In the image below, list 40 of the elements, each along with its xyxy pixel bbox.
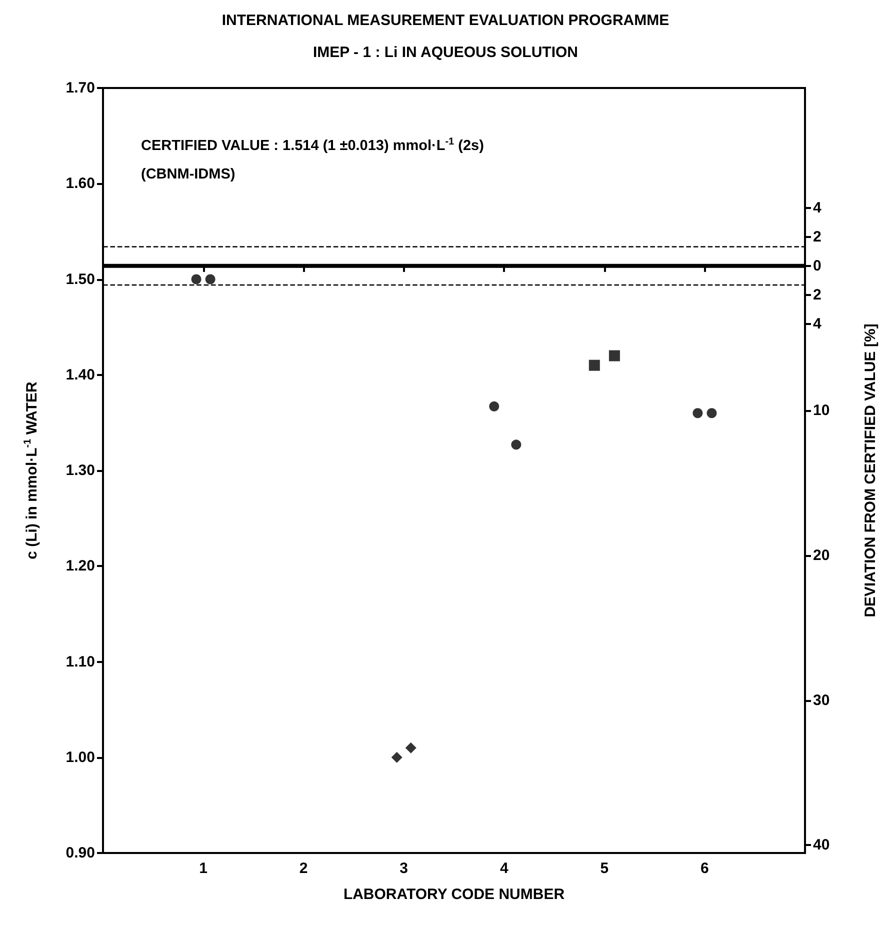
y2-tick-label: 0 — [813, 257, 822, 274]
y2-tick-label: 2 — [813, 228, 822, 246]
x-tick-label: 2 — [299, 860, 308, 877]
point — [489, 401, 500, 412]
x-tick-label: 6 — [700, 860, 709, 877]
annotation: (CBNM-IDMS) — [141, 166, 236, 182]
y2-tick-label: 40 — [813, 836, 830, 854]
y-tick-label: 1.40 — [66, 366, 95, 384]
y2-tick-label: 4 — [813, 200, 822, 217]
chart-subtitle: IMEP - 1 : Li IN AQUEOUS SOLUTION — [312, 44, 578, 61]
point — [511, 440, 522, 450]
x-tick-label: 1 — [199, 860, 208, 877]
y2-axis-title: DEVIATION FROM CERTIFIED VALUE [%] — [862, 324, 879, 618]
x-axis-title: LABORATORY CODE NUMBER — [343, 886, 565, 903]
y-tick-label: 1.30 — [66, 462, 95, 479]
point — [692, 408, 703, 418]
x-tick-label: 3 — [400, 860, 408, 877]
y-tick-label: 1.20 — [66, 558, 95, 575]
y2-tick-label: 2 — [813, 286, 822, 304]
y2-tick-label: 10 — [813, 402, 830, 420]
x-tick-label: 4 — [500, 860, 509, 877]
y-tick-label: 1.50 — [66, 270, 95, 288]
point — [405, 742, 416, 754]
y-tick-label: 1.00 — [66, 748, 95, 766]
y-axis-title: c (Li) in mmol·L-1 WATER — [22, 381, 40, 560]
y2-tick-label: 4 — [813, 315, 822, 332]
point — [608, 350, 620, 362]
point — [391, 752, 402, 763]
point — [205, 274, 216, 284]
y-tick-label: 1.60 — [66, 175, 95, 192]
y2-tick-label: 30 — [813, 692, 830, 709]
point — [588, 360, 600, 371]
y2-tick-label: 20 — [813, 546, 830, 564]
chart-title: INTERNATIONAL MEASUREMENT EVALUATION PROGRAMME — [222, 12, 670, 29]
y-tick-label: 1.70 — [66, 80, 95, 96]
y-tick-label: 0.90 — [66, 844, 95, 862]
point — [191, 274, 202, 284]
y-tick-label: 1.10 — [66, 653, 95, 670]
x-tick-label: 5 — [600, 860, 609, 877]
point — [706, 408, 717, 418]
